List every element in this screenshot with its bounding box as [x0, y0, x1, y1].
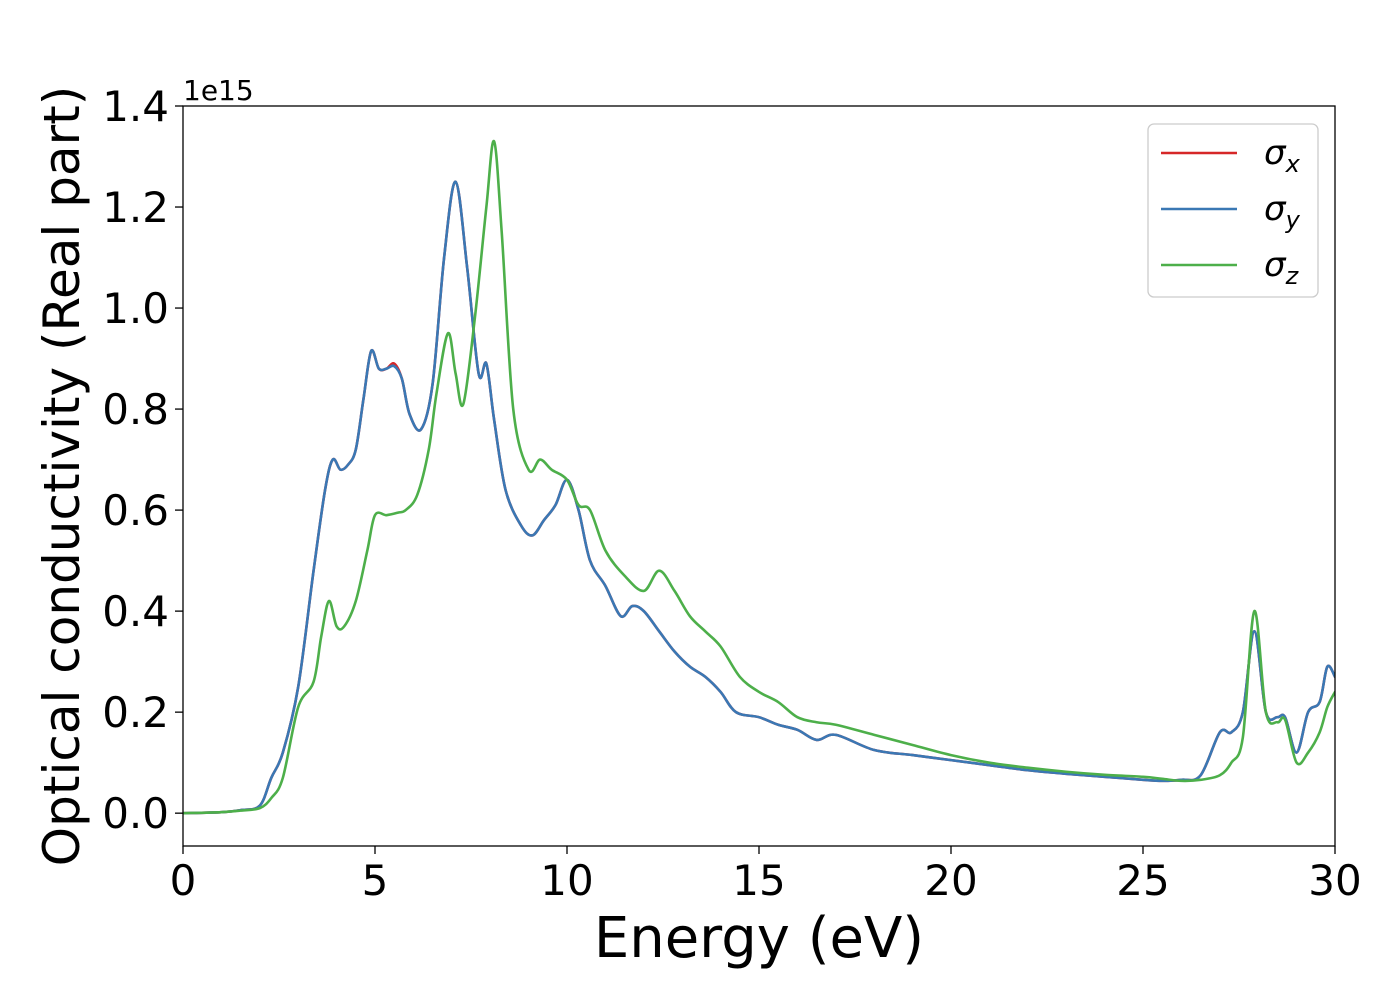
y-tick-label: 0.6: [102, 486, 169, 535]
legend-label-base: σ: [1264, 245, 1287, 285]
x-tick-label: 0: [170, 856, 197, 905]
x-tick-label: 5: [362, 856, 389, 905]
legend-label-subscript: x: [1285, 150, 1301, 178]
x-tick-label: 10: [540, 856, 593, 905]
series-line-y: [183, 180, 1335, 815]
legend-label-base: σ: [1264, 189, 1287, 229]
x-axis: 0 5 10 15 20 25 30: [170, 846, 1362, 905]
legend-label-y: σy: [1264, 189, 1301, 234]
x-tick-label: 20: [924, 856, 977, 905]
legend-box: [1147, 123, 1319, 298]
x-tick-label: 25: [1116, 856, 1169, 905]
y-tick-label: 1.4: [102, 82, 169, 131]
legend-label-subscript: z: [1285, 262, 1300, 290]
legend-label-x: σx: [1264, 133, 1301, 178]
legend-label-z: σz: [1264, 245, 1300, 290]
x-tick-label: 15: [732, 856, 785, 905]
y-tick-label: 0.8: [102, 385, 169, 434]
x-tick-label: 30: [1308, 856, 1361, 905]
y-tick-label: 0.4: [102, 587, 169, 636]
x-axis-label: Energy (eV): [594, 906, 924, 971]
legend-label-base: σ: [1264, 133, 1287, 173]
y-axis: 0.0 0.2 0.4 0.6 0.8 1.0 1.2 1.4: [102, 82, 183, 838]
series-layer: [183, 140, 1335, 815]
y-tick-label: 0.2: [102, 688, 169, 737]
legend-label-subscript: y: [1285, 206, 1301, 234]
y-tick-label: 1.0: [102, 284, 169, 333]
y-axis-label: Optical conductivity (Real part): [33, 86, 91, 867]
y-tick-label: 0.0: [102, 789, 169, 838]
series-line-z: [183, 140, 1335, 815]
y-offset-text: 1e15: [183, 74, 254, 107]
y-tick-label: 1.2: [102, 183, 169, 232]
